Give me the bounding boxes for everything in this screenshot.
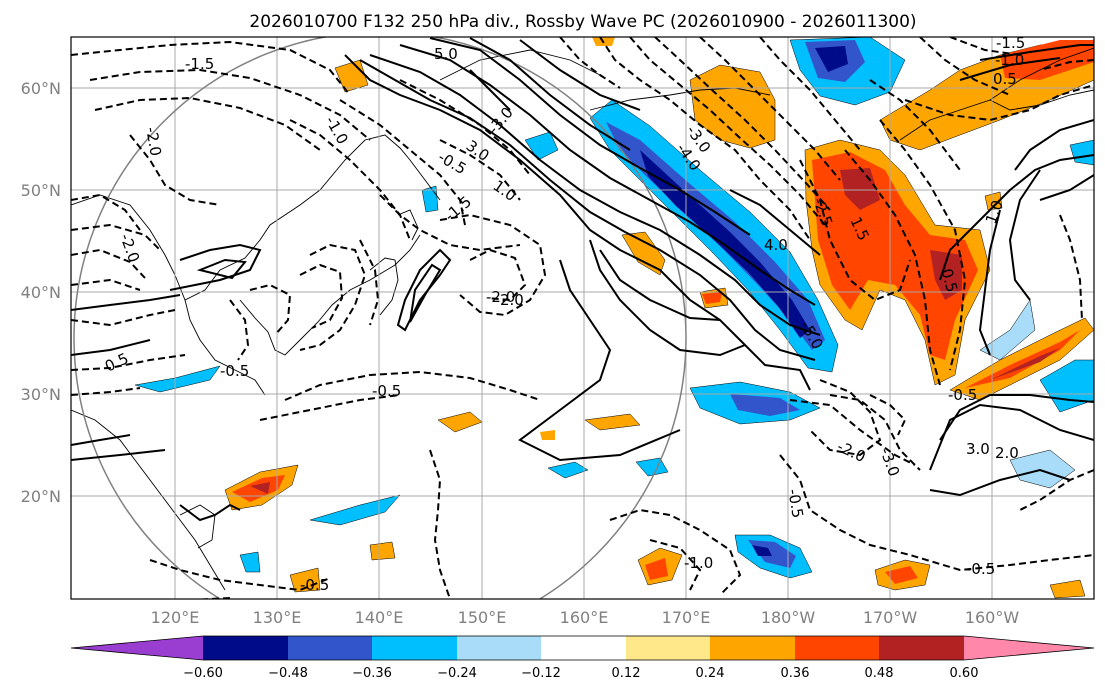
colorbar-tick: 0.12 [612, 666, 641, 681]
contour-label: -1.0 [995, 51, 1024, 69]
map-frame [70, 36, 1095, 600]
contour-label: -2.0 [486, 288, 515, 306]
lon-label: 160°E [560, 608, 609, 627]
contour-label: -2.0 [142, 126, 165, 158]
contour-label: 2.0 [995, 444, 1019, 462]
longitude-axis: 120°E 130°E 140°E 150°E 160°E 170°E 180°… [151, 608, 1020, 627]
contour-labels: 5.0 -1.5 -2.0 -1.0 -0.5 3.0 1.0 -3.0 -4.… [102, 23, 1105, 594]
contour-label: 5.0 [434, 45, 458, 63]
contour-label: 0.0 [1094, 23, 1105, 41]
latitude-axis: 20°N 30°N 40°N 50°N 60°N [21, 79, 61, 506]
lon-label: 180°W [761, 608, 816, 627]
colorbar-segment [372, 636, 457, 660]
contour-label: -1.0 [684, 554, 713, 572]
contour-label: -1.5 [185, 55, 214, 73]
lon-label: 150°E [458, 608, 507, 627]
lon-label: 170°E [662, 608, 711, 627]
lat-label: 50°N [21, 181, 61, 200]
colorbar-segment [541, 636, 626, 660]
colorbar-segment [457, 636, 541, 660]
contour-label: -0.5 [372, 382, 401, 400]
contour-label: -0.5 [300, 576, 329, 594]
reference-circle [73, 37, 687, 599]
contour-label: -1.5 [996, 34, 1025, 52]
colorbar-ticks: −0.60 −0.48 −0.36 −0.24 −0.12 0.12 0.24 … [183, 666, 978, 681]
positive-contours [71, 37, 1094, 522]
colorbar-tick: −0.48 [268, 666, 308, 681]
colorbar-tick: 0.60 [950, 666, 979, 681]
coastlines [71, 47, 1094, 591]
contour-label: 3.0 [966, 440, 990, 458]
lon-label: 130°E [253, 608, 302, 627]
colorbar-extend-low [71, 636, 203, 660]
lon-label: 160°W [965, 608, 1020, 627]
contour-label: 4.0 [764, 236, 788, 254]
colorbar: −0.60 −0.48 −0.36 −0.24 −0.12 0.12 0.24 … [70, 635, 1095, 681]
map-title: 2026010700 F132 250 hPa div., Rossby Wav… [249, 12, 916, 32]
colorbar-segment [288, 636, 372, 660]
map-panel: 5.0 -1.5 -2.0 -1.0 -0.5 3.0 1.0 -3.0 -4.… [71, 23, 1105, 599]
colorbar-segment [795, 636, 879, 660]
colorbar-tick: −0.12 [521, 666, 561, 681]
colorbar-tick: −0.36 [352, 666, 392, 681]
lat-label: 40°N [21, 283, 61, 302]
colorbar-tick: 0.24 [696, 666, 725, 681]
colorbar-segment [203, 636, 288, 660]
lon-label: 120°E [151, 608, 200, 627]
colorbar-extend-high [964, 636, 1094, 660]
contour-label: -0.5 [220, 362, 249, 380]
lat-label: 30°N [21, 385, 61, 404]
shade-positive-northeast-core [812, 152, 978, 360]
colorbar-tick: −0.60 [183, 666, 223, 681]
lon-label: 140°E [355, 608, 404, 627]
contour-label: -0.5 [948, 386, 977, 404]
contour-label: 2.0 [500, 291, 524, 309]
contour-label: -0.5 [966, 560, 995, 578]
colorbar-tick: 0.48 [865, 666, 894, 681]
colorbar-tick: −0.24 [437, 666, 477, 681]
colorbar-segment [879, 636, 964, 660]
colorbar-segment [710, 636, 795, 660]
lat-label: 60°N [21, 79, 61, 98]
lat-label: 20°N [21, 487, 61, 506]
contour-label: 0.5 [993, 70, 1017, 88]
colorbar-segment [626, 636, 710, 660]
negative-contours [71, 37, 1094, 599]
colorbar-tick: 0.36 [781, 666, 810, 681]
lon-label: 170°W [863, 608, 918, 627]
contour-label: -0.5 [784, 488, 807, 520]
